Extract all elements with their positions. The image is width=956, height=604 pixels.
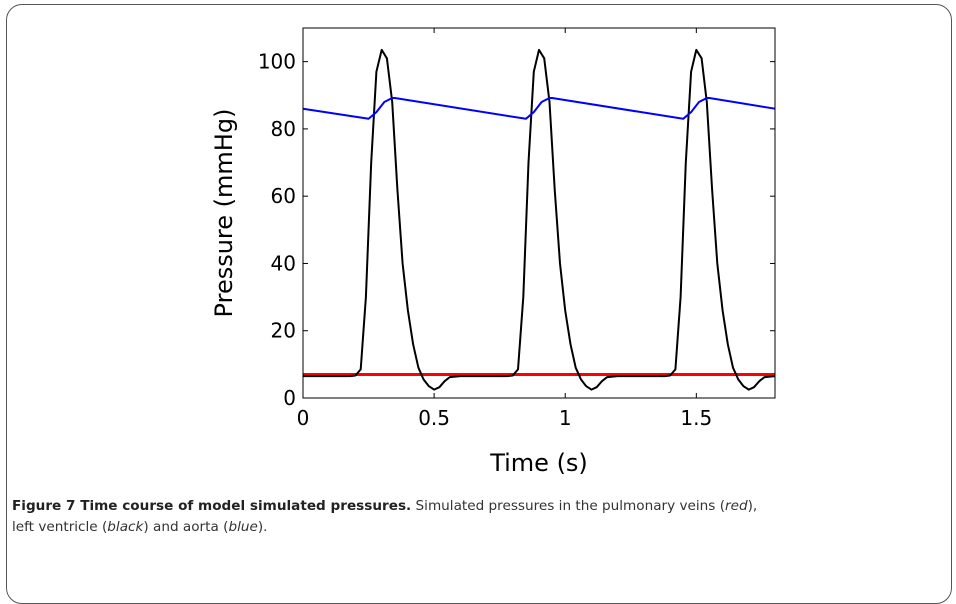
y-tick-label: 100 <box>258 50 296 74</box>
caption-title: Figure 7 Time course of model simulated … <box>12 498 412 514</box>
caption-red: red <box>725 498 748 514</box>
axes-box <box>302 27 776 399</box>
x-tick-label: 0.5 <box>418 406 450 430</box>
caption-text-2: ), <box>747 498 758 514</box>
y-axis-label: Pressure (mmHg) <box>210 109 238 318</box>
caption-text-1: Simulated pressures in the pulmonary vei… <box>411 498 726 514</box>
chart: 0 0.5 1 1.5 0 20 40 60 80 100 Time (s) Pressure … <box>210 27 776 477</box>
caption-text-4: ) and aorta ( <box>143 519 229 535</box>
caption-blue: blue <box>228 519 258 535</box>
caption-black: black <box>107 519 144 535</box>
caption-text-5: ). <box>257 519 268 535</box>
y-tick-label: 0 <box>283 386 296 410</box>
y-tick-label: 80 <box>271 117 296 141</box>
caption-text-3: left ventricle ( <box>12 519 108 535</box>
y-ticks: 0 20 40 60 80 100 <box>258 50 775 410</box>
x-tick-label: 1 <box>559 406 572 430</box>
x-tick-label: 0 <box>297 406 310 430</box>
x-axis-label: Time (s) <box>489 449 588 477</box>
series-line-black <box>303 48 776 391</box>
y-tick-label: 60 <box>271 184 296 208</box>
figure-caption: Figure 7 Time course of model simulated … <box>12 496 942 538</box>
y-tick-label: 40 <box>271 251 296 275</box>
x-ticks: 0 0.5 1 1.5 <box>297 28 712 430</box>
y-tick-label: 20 <box>271 319 296 343</box>
x-tick-label: 1.5 <box>680 406 712 430</box>
series-layer <box>302 48 776 391</box>
series-line-blue <box>302 97 776 120</box>
